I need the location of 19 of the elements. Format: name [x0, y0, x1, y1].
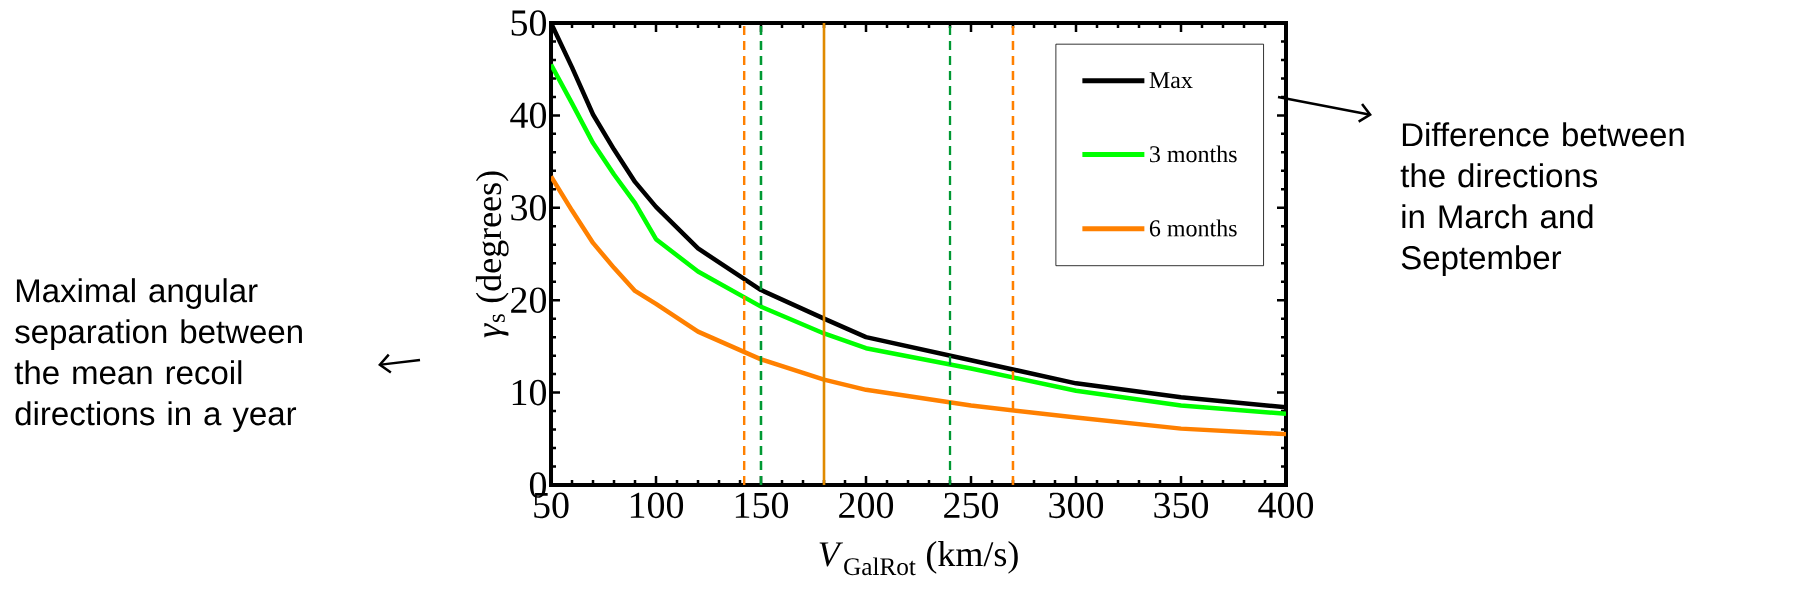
text: Difference between the directions in March and September — [1400, 122, 1684, 276]
x-tick-label: 150 — [735, 492, 789, 519]
x-tick-label: 200 — [839, 492, 894, 519]
legend-label: Max — [1149, 72, 1193, 89]
legend-label: 3 months — [1150, 145, 1237, 163]
x-tick-label: 300 — [1049, 492, 1104, 519]
text: Maximal angular separation between the mean recoil directions in a year — [14, 278, 302, 432]
y-tick-label: 10 — [512, 379, 547, 406]
x-tick-label: 100 — [630, 492, 684, 519]
x-tick-label: 250 — [944, 492, 999, 519]
y-tick-label: 30 — [511, 194, 547, 221]
x-axis-title: V$_{GalRot}$ (km/s) — [819, 541, 1018, 576]
y-tick-label: 50 — [511, 10, 547, 36]
x-tick-label: 400 — [1258, 492, 1314, 519]
y-tick-label: 40 — [510, 102, 547, 129]
y-tick-label: 20 — [511, 287, 547, 314]
y-axis-title: γ$_{s}$ (degrees) — [475, 171, 509, 338]
legend-label: 6 months — [1149, 219, 1237, 237]
x-tick-label: 350 — [1154, 492, 1209, 519]
